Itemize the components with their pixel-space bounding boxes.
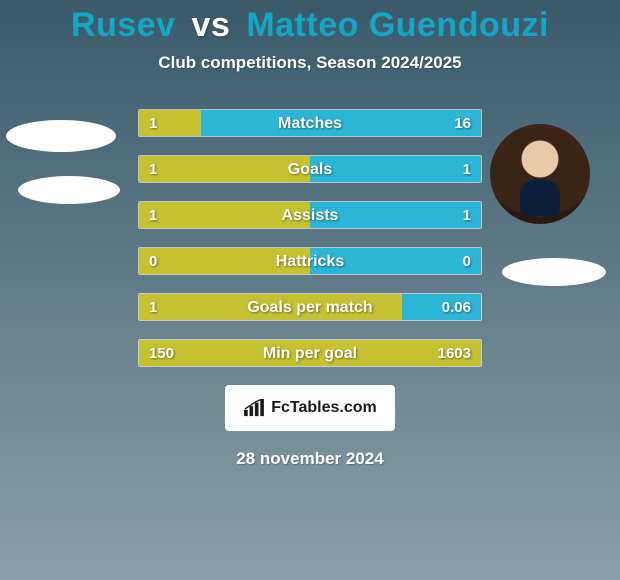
bars-container: Matches116 Goals11 Assists11 Hattricks00 Goa… (138, 109, 482, 367)
stat-bar-left-fill (139, 202, 310, 228)
subtitle: Club competitions, Season 2024/2025 (0, 53, 620, 73)
page-title: Rusev vs Matteo Guendouzi (0, 0, 620, 45)
title-player1: Rusev (71, 6, 176, 44)
stat-bar-right-fill (310, 202, 481, 228)
stat-bar-left-fill (139, 248, 310, 274)
stat-bar-right-fill (310, 156, 481, 182)
stat-bar-left-fill (139, 110, 201, 136)
player2-photo (490, 124, 590, 224)
content-wrap: Rusev vs Matteo Guendouzi Club competiti… (0, 0, 620, 580)
stat-bar-right-fill (402, 294, 481, 320)
stat-bar-right-fill (201, 110, 481, 136)
stat-bar-right-fill (310, 248, 481, 274)
title-vs: vs (192, 6, 231, 44)
stat-bar-left-fill (139, 294, 402, 320)
stat-bar: Assists11 (138, 201, 482, 229)
date-text: 28 november 2024 (0, 449, 620, 469)
stat-bar-left-fill (139, 156, 310, 182)
stat-bar-left-fill (139, 340, 481, 366)
stat-bar: Goals per match10.06 (138, 293, 482, 321)
stat-bar: Goals11 (138, 155, 482, 183)
stat-bar: Matches116 (138, 109, 482, 137)
title-player2: Matteo Guendouzi (246, 6, 549, 44)
brand-chart-icon (243, 399, 265, 417)
stat-bar: Hattricks00 (138, 247, 482, 275)
brand-box: FcTables.com (225, 385, 395, 431)
stat-bar: Min per goal1501603 (138, 339, 482, 367)
brand-text: FcTables.com (271, 399, 377, 417)
